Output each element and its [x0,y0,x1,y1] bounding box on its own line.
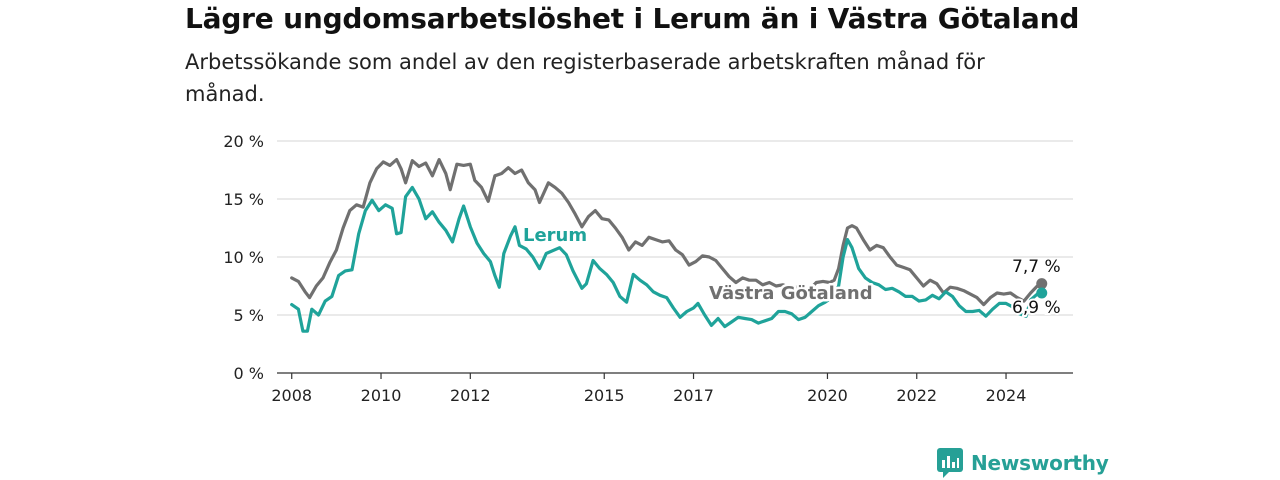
y-axis-ticks: 0 % 5 % 10 % 15 % 20 % [223,132,264,383]
x-tick-label: 2022 [896,386,937,405]
x-tick-label: 2012 [450,386,491,405]
newsworthy-logo: Newsworthy [937,448,1109,478]
y-tick-label: 15 % [223,190,264,209]
y-tick-label: 5 % [234,306,264,325]
x-tick-label: 2024 [986,386,1027,405]
grid-lines [277,140,1073,374]
chart-subtitle: Arbetssökande som andel av den registerb… [185,50,985,106]
x-tick-label: 2008 [271,386,312,405]
x-axis-ticks: 2008 2010 2012 2015 2017 2020 2022 2024 [271,373,1026,405]
series-line [290,185,1044,333]
series-end-dot [1036,287,1048,299]
chart-title: Lägre ungdomsarbetslöshet i Lerum än i V… [185,2,1080,35]
brand-name: Newsworthy [971,451,1109,475]
vastra-gotaland-series-label: Västra Götaland [709,283,873,304]
x-tick-label: 2020 [807,386,848,405]
lerum-last-value: 6,9 % [1012,298,1061,318]
newsworthy-chart-bubble-icon [937,448,963,478]
lerum-series-label: Lerum [523,225,587,246]
vastra-gotaland-last-value: 7,7 % [1012,257,1061,277]
series-line [290,158,1044,307]
series-labels: Lerum Västra Götaland 7,7 % 6,9 % [521,223,1063,321]
x-tick-label: 2017 [673,386,714,405]
y-tick-label: 0 % [234,364,264,383]
series-lines [290,158,1048,333]
series-end-dot [1036,278,1048,290]
y-tick-label: 20 % [223,132,264,151]
y-tick-label: 10 % [223,248,264,267]
x-tick-label: 2010 [361,386,402,405]
x-tick-label: 2015 [584,386,625,405]
